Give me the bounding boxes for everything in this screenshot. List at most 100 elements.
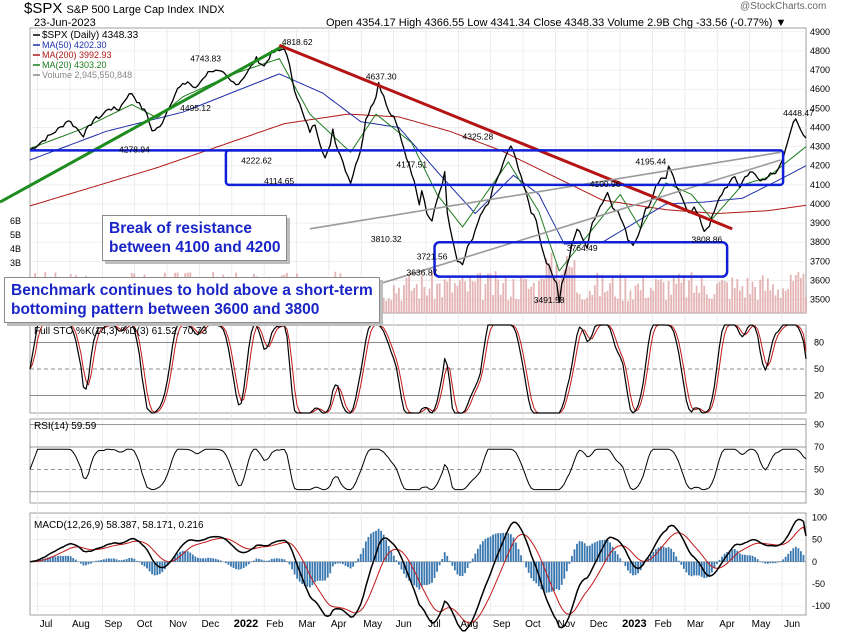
macd-histogram-bar bbox=[144, 562, 146, 567]
volume-bar bbox=[523, 279, 525, 313]
x-tick-label: Nov bbox=[169, 619, 187, 630]
macd-histogram-bar bbox=[329, 562, 331, 574]
volume-bar bbox=[668, 281, 670, 313]
price-tick-label: 4100 bbox=[810, 180, 830, 190]
volume-bar bbox=[642, 275, 644, 313]
macd-histogram-bar bbox=[525, 562, 527, 568]
volume-bar bbox=[772, 284, 774, 313]
volume-bar bbox=[703, 286, 705, 313]
volume-bar bbox=[696, 286, 698, 313]
macd-histogram-bar bbox=[281, 559, 283, 562]
legend-ma20: MA(20) 4303.20 bbox=[42, 60, 107, 70]
macd-histogram-bar bbox=[121, 560, 123, 562]
price-tick-label: 4900 bbox=[810, 27, 830, 37]
legend-volume: Volume 2,945,550,848 bbox=[42, 70, 132, 80]
volume-bar bbox=[423, 287, 425, 313]
price-annotation: 4195.44 bbox=[636, 156, 667, 166]
x-tick-label: 2023 bbox=[622, 618, 646, 630]
volume-bar bbox=[780, 298, 782, 313]
macd-histogram-bar bbox=[627, 562, 629, 571]
volume-bar bbox=[678, 274, 680, 313]
macd-histogram-bar bbox=[769, 562, 771, 563]
volume-bar bbox=[421, 276, 423, 313]
volume-bar bbox=[505, 275, 507, 313]
macd-histogram-bar bbox=[670, 549, 672, 562]
price-tick-label: 3500 bbox=[810, 295, 830, 305]
macd-histogram-bar bbox=[111, 559, 113, 562]
macd-histogram-bar bbox=[691, 562, 693, 576]
macd-histogram-bar bbox=[782, 559, 784, 561]
volume-bar bbox=[426, 296, 428, 313]
volume-bar bbox=[790, 275, 792, 313]
x-tick-label: Apr bbox=[331, 619, 347, 630]
price-tick-label: 4300 bbox=[810, 142, 830, 152]
macd-histogram-bar bbox=[238, 562, 240, 570]
macd-histogram-bar bbox=[352, 562, 354, 567]
volume-bar bbox=[658, 280, 660, 313]
macd-histogram-bar bbox=[182, 551, 184, 562]
macd-histogram-bar bbox=[780, 561, 782, 562]
chart-date: 23-Jun-2023 bbox=[34, 17, 96, 29]
rsi-tick-label: 90 bbox=[814, 420, 824, 430]
price-tick-label: 3800 bbox=[810, 237, 830, 247]
macd-histogram-bar bbox=[113, 558, 115, 561]
macd-histogram-bar bbox=[128, 558, 130, 562]
macd-tick-label: 50 bbox=[812, 535, 822, 545]
price-annotation: 4818.62 bbox=[282, 37, 313, 47]
volume-bar bbox=[719, 282, 721, 313]
macd-histogram-bar bbox=[225, 562, 227, 563]
volume-bar bbox=[637, 284, 639, 313]
volume-bar bbox=[640, 290, 642, 313]
macd-histogram-bar bbox=[446, 556, 448, 562]
macd-histogram-bar bbox=[205, 558, 207, 561]
macd-histogram-bar bbox=[566, 562, 568, 571]
macd-histogram-bar bbox=[436, 562, 438, 572]
x-tick-label: Apr bbox=[719, 619, 735, 630]
macd-histogram-bar bbox=[202, 558, 204, 561]
macd-histogram-bar bbox=[792, 548, 794, 562]
macd-histogram-bar bbox=[390, 552, 392, 562]
macd-histogram-bar bbox=[584, 543, 586, 562]
macd-tick-label: 100 bbox=[812, 512, 827, 522]
macd-histogram-bar bbox=[139, 562, 141, 563]
macd-histogram-bar bbox=[441, 559, 443, 562]
callout-resistance-line1: Break of resistance bbox=[109, 219, 280, 238]
volume-tick-label: 5B bbox=[10, 230, 21, 240]
volume-tick-label: 6B bbox=[10, 216, 21, 226]
volume-bar bbox=[767, 278, 769, 313]
x-tick-label: May bbox=[752, 619, 771, 630]
volume-bar bbox=[383, 298, 385, 313]
macd-histogram-bar bbox=[487, 538, 489, 562]
macd-histogram-bar bbox=[472, 559, 474, 562]
macd-histogram-bar bbox=[683, 562, 685, 569]
price-tick-label: 4700 bbox=[810, 65, 830, 75]
price-annotation: 4325.28 bbox=[463, 132, 494, 142]
macd-histogram-bar bbox=[579, 541, 581, 562]
macd-histogram-bar bbox=[619, 558, 621, 561]
volume-bar bbox=[472, 281, 474, 313]
macd-histogram-bar bbox=[464, 562, 466, 573]
macd-histogram-bar bbox=[261, 560, 263, 562]
macd-histogram-bar bbox=[586, 546, 588, 562]
volume-bar bbox=[441, 297, 443, 313]
macd-histogram-bar bbox=[248, 562, 250, 564]
macd-histogram-bar bbox=[459, 562, 461, 576]
volume-bar bbox=[609, 283, 611, 313]
x-tick-label: May bbox=[363, 619, 382, 630]
macd-histogram-bar bbox=[680, 562, 682, 565]
macd-histogram-bar bbox=[126, 559, 128, 562]
rsi-title: RSI(14) 59.59 bbox=[34, 421, 97, 432]
volume-bar bbox=[457, 286, 459, 313]
volume-bar bbox=[775, 295, 777, 313]
volume-tick-label: 4B bbox=[10, 244, 21, 254]
volume-bar bbox=[762, 275, 764, 313]
macd-histogram-bar bbox=[88, 562, 90, 564]
macd-histogram-bar bbox=[426, 562, 428, 585]
macd-histogram-bar bbox=[362, 548, 364, 562]
volume-bar bbox=[747, 278, 749, 313]
macd-histogram-bar bbox=[790, 551, 792, 562]
macd-histogram-bar bbox=[151, 562, 153, 574]
macd-histogram-bar bbox=[327, 562, 329, 578]
price-tick-label: 4400 bbox=[810, 122, 830, 132]
volume-bar bbox=[507, 300, 509, 313]
